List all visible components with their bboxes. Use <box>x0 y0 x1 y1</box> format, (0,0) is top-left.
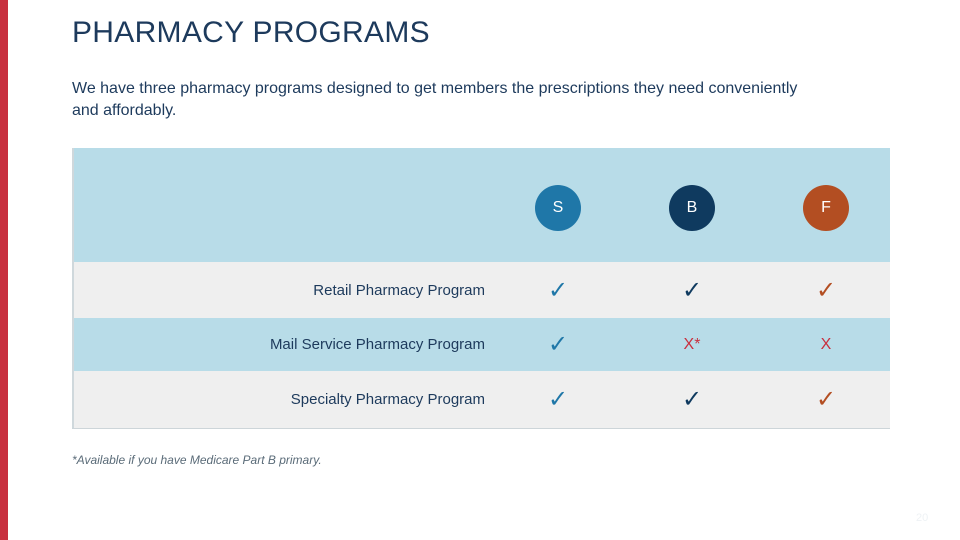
column-badge-label: B <box>686 199 698 216</box>
check-icon: ✓ <box>815 276 837 304</box>
table-header-row: S B F <box>72 148 890 262</box>
table-row: Retail Pharmacy Program ✓ ✓ ✓ <box>72 262 890 318</box>
check-icon: ✓ <box>547 331 569 358</box>
page-number: 20 <box>916 512 929 524</box>
column-badge-b: B <box>669 185 715 231</box>
table-row: Specialty Pharmacy Program ✓ ✓ ✓ <box>72 371 890 429</box>
column-badge-label: F <box>821 199 831 216</box>
page-title: PHARMACY PROGRAMS <box>72 16 430 49</box>
row-label: Mail Service Pharmacy Program <box>269 336 485 353</box>
column-badge-s: S <box>535 185 581 231</box>
check-icon: ✓ <box>681 386 703 413</box>
x-mark: X <box>820 335 832 353</box>
check-icon: ✓ <box>815 386 837 413</box>
check-icon: ✓ <box>547 276 569 304</box>
row-label: Retail Pharmacy Program <box>313 281 485 299</box>
intro-text: We have three pharmacy programs designed… <box>72 80 798 119</box>
accent-bar <box>0 0 8 540</box>
programs-table: S B F Retail Pharmacy Program ✓ ✓ ✓ Mail… <box>72 148 890 429</box>
x-mark: X* <box>683 335 701 353</box>
column-badge-f: F <box>803 185 849 231</box>
row-label: Specialty Pharmacy Program <box>290 391 485 408</box>
check-icon: ✓ <box>681 276 703 304</box>
table-row: Mail Service Pharmacy Program ✓ X* X <box>72 318 890 371</box>
check-icon: ✓ <box>547 386 569 413</box>
table-left-edge <box>72 148 74 428</box>
column-badge-label: S <box>552 199 564 216</box>
footnote: *Available if you have Medicare Part B p… <box>72 453 322 467</box>
